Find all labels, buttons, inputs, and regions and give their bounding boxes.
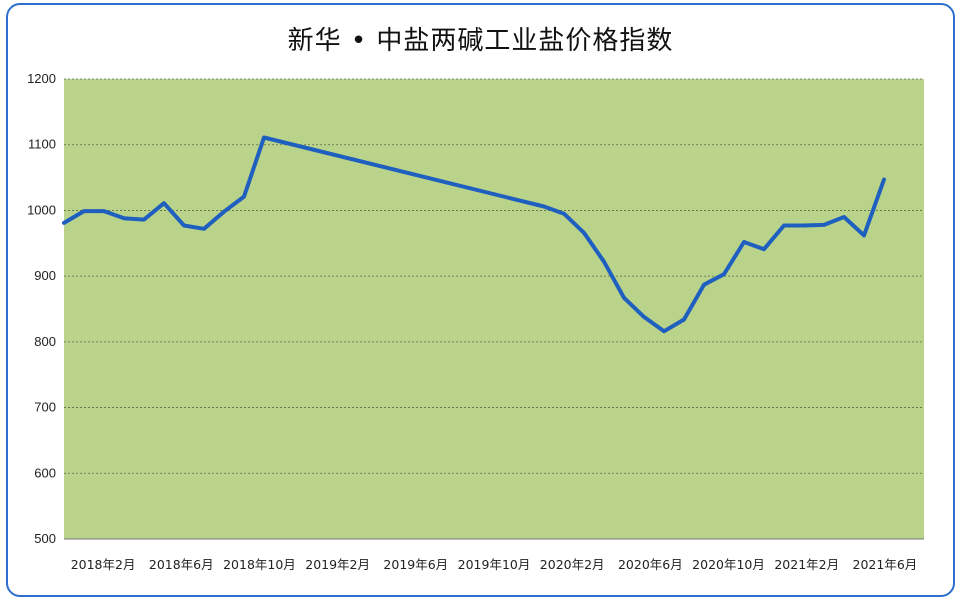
- data-point: [862, 233, 866, 237]
- y-tick-label: 1000: [27, 202, 56, 217]
- series-line-0: [62, 135, 886, 334]
- x-tick-label: 2021年6月: [853, 557, 918, 572]
- data-point: [222, 210, 226, 214]
- data-point: [242, 194, 246, 198]
- data-point: [122, 216, 126, 220]
- series-group: [62, 135, 886, 334]
- x-tick-label: 2019年2月: [305, 557, 370, 572]
- data-point: [662, 329, 666, 333]
- data-point: [162, 201, 166, 205]
- y-tick-label: 1100: [28, 137, 56, 152]
- y-tick-label: 1200: [27, 71, 56, 86]
- x-tick-label: 2020年10月: [692, 557, 765, 572]
- gridlines: [64, 78, 924, 474]
- x-tick-label: 2020年2月: [540, 557, 605, 572]
- y-tick-label: 900: [34, 268, 56, 283]
- data-point: [102, 209, 106, 213]
- data-point: [602, 259, 606, 263]
- data-point: [842, 215, 846, 219]
- data-point: [882, 177, 886, 181]
- x-tick-label: 2018年6月: [149, 557, 214, 572]
- y-tick-label: 700: [34, 400, 56, 415]
- data-point: [142, 217, 146, 221]
- data-point: [722, 272, 726, 276]
- data-point: [762, 247, 766, 251]
- data-point: [682, 317, 686, 321]
- data-point: [62, 221, 66, 225]
- chart-title: 新华 • 中盐两碱工业盐价格指数: [287, 26, 674, 56]
- y-tick-label: 800: [34, 334, 56, 349]
- data-point: [182, 223, 186, 227]
- data-point: [622, 296, 626, 300]
- data-point: [822, 223, 826, 227]
- data-point: [742, 240, 746, 244]
- data-point: [82, 209, 86, 213]
- data-point: [802, 223, 806, 227]
- y-tick-label: 500: [34, 531, 56, 546]
- data-point: [702, 282, 706, 286]
- data-point: [542, 204, 546, 208]
- y-tick-label: 600: [34, 465, 56, 480]
- x-tick-label: 2019年10月: [458, 557, 531, 572]
- data-point: [782, 223, 786, 227]
- x-tick-label: 2018年2月: [71, 557, 136, 572]
- y-axis: 500 600 700 800 900 1000 1100 1200: [27, 71, 924, 546]
- x-tick-label: 2020年6月: [618, 557, 683, 572]
- data-point: [582, 231, 586, 235]
- data-point: [642, 315, 646, 319]
- x-axis: 2018年2月 2018年6月 2018年10月 2019年2月 2019年6月 2019…: [71, 557, 918, 572]
- x-tick-label: 2019年6月: [383, 557, 448, 572]
- plot-area: [64, 79, 924, 539]
- x-tick-label: 2018年10月: [223, 557, 296, 572]
- data-point: [262, 135, 266, 139]
- data-point: [562, 212, 566, 216]
- data-point: [202, 227, 206, 231]
- x-tick-label: 2021年2月: [774, 557, 839, 572]
